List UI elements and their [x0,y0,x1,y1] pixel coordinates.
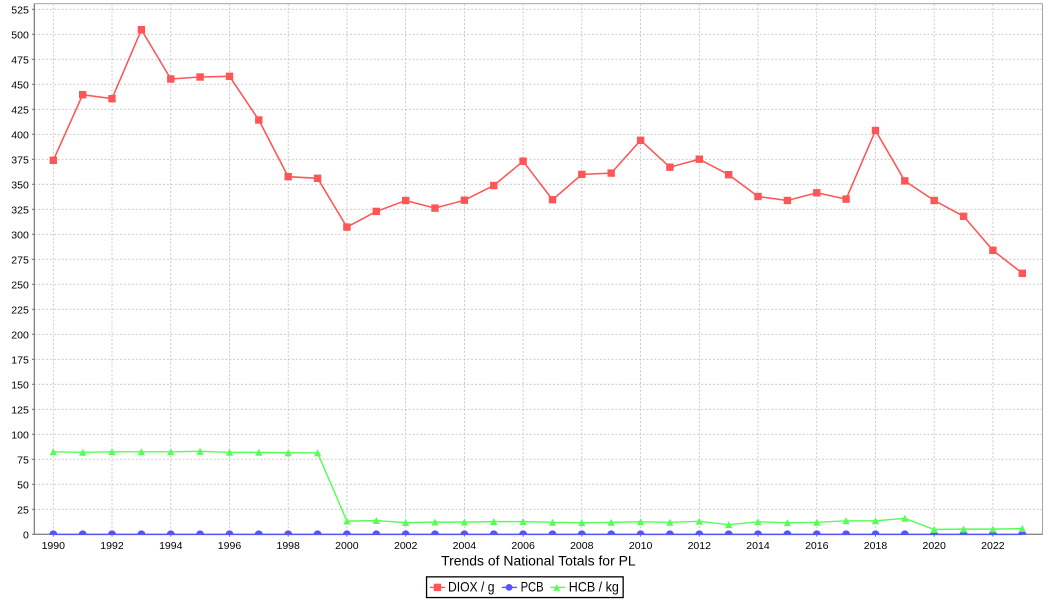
svg-text:PCB: PCB [521,579,544,595]
svg-text:1996: 1996 [218,540,242,552]
svg-text:2010: 2010 [629,540,653,552]
svg-text:2016: 2016 [805,540,829,552]
svg-text:1994: 1994 [159,540,183,552]
svg-text:25: 25 [17,505,29,517]
svg-text:200: 200 [11,330,29,342]
svg-text:2008: 2008 [570,540,594,552]
svg-text:525: 525 [11,5,29,17]
svg-text:DIOX / g: DIOX / g [448,579,495,595]
svg-text:450: 450 [11,80,29,92]
svg-text:Trends of National Totals for: Trends of National Totals for PL [441,552,636,568]
svg-text:2020: 2020 [922,540,946,552]
svg-text:300: 300 [11,230,29,242]
svg-text:375: 375 [11,155,29,167]
svg-text:1998: 1998 [276,540,300,552]
svg-text:2006: 2006 [511,540,535,552]
svg-text:2012: 2012 [688,540,712,552]
svg-text:225: 225 [11,305,29,317]
svg-text:HCB / kg: HCB / kg [569,579,619,595]
svg-text:2000: 2000 [335,540,359,552]
svg-text:2002: 2002 [394,540,418,552]
svg-text:1990: 1990 [42,540,66,552]
svg-text:400: 400 [11,130,29,142]
svg-text:50: 50 [17,480,29,492]
svg-text:1992: 1992 [100,540,124,552]
svg-text:425: 425 [11,105,29,117]
svg-text:475: 475 [11,55,29,67]
svg-text:2004: 2004 [453,540,477,552]
svg-text:350: 350 [11,180,29,192]
svg-text:2018: 2018 [864,540,888,552]
svg-text:250: 250 [11,280,29,292]
svg-text:2022: 2022 [981,540,1005,552]
svg-text:100: 100 [11,430,29,442]
svg-text:175: 175 [11,355,29,367]
svg-text:325: 325 [11,205,29,217]
svg-text:150: 150 [11,380,29,392]
svg-text:2014: 2014 [746,540,770,552]
svg-text:75: 75 [17,455,29,467]
svg-text:275: 275 [11,255,29,267]
svg-text:500: 500 [11,30,29,42]
svg-text:125: 125 [11,405,29,417]
svg-text:0: 0 [23,530,29,542]
